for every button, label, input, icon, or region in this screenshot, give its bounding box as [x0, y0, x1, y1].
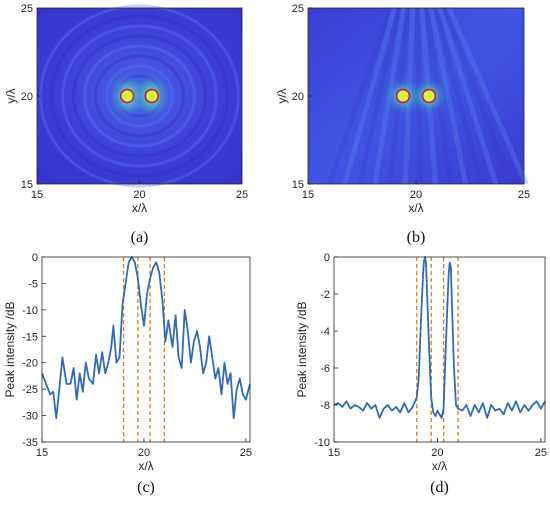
x-tick-label: 25: [236, 189, 248, 201]
x-tick-label: 15: [302, 189, 314, 201]
ripple-ring: [61, 24, 218, 168]
x-axis-label: x/λ: [408, 201, 423, 215]
streak-line: [437, 7, 499, 185]
target-ring: [119, 88, 135, 104]
streak-line: [442, 7, 514, 185]
ripple-ring: [105, 64, 174, 128]
hot-spot: [146, 90, 158, 102]
ripple-ring: [50, 14, 229, 178]
y-tick-label: -10: [22, 305, 38, 317]
streak-line: [327, 7, 393, 185]
x-tick-label: 25: [535, 447, 547, 459]
target-ring: [395, 88, 411, 104]
panel-c: 15 20 25 0 -5 -10 -15 -20 -25 -30 -35 x/λ Peak inten…: [3, 252, 252, 496]
plot-area: [334, 257, 545, 442]
y-tick-label: 15: [21, 179, 33, 191]
y-tick-label: -25: [22, 384, 38, 396]
ripple-ring: [83, 44, 196, 148]
y-tick-label: 0: [32, 252, 38, 264]
panel-label: (c): [137, 479, 155, 496]
axes-frame: [41, 256, 251, 443]
plot-area: [42, 257, 250, 442]
x-tick-label: 20: [133, 189, 145, 201]
y-tick-label: -15: [22, 331, 38, 343]
x-axis-label: x/λ: [432, 459, 447, 473]
ripple-ring: [72, 34, 207, 158]
x-tick-label: 15: [31, 189, 43, 201]
x-tick-label: 20: [410, 189, 422, 201]
y-tick-label: -5: [28, 278, 38, 290]
hot-spot: [397, 90, 409, 102]
y-tick-label: -2: [320, 289, 330, 301]
x-axis-label: x/λ: [138, 459, 153, 473]
y-tick-label: 25: [21, 3, 33, 15]
x-tick-label: 25: [240, 447, 252, 459]
y-tick-label: 20: [292, 91, 304, 103]
axes-frame: [333, 256, 546, 443]
streak-line: [428, 7, 469, 185]
target-ring: [144, 88, 160, 104]
x-tick-label: 15: [36, 447, 48, 459]
x-axis-label: x/λ: [132, 201, 147, 215]
y-tick-label: 0: [324, 252, 330, 264]
y-tick-label: 20: [21, 91, 33, 103]
x-tick-label: 25: [518, 189, 530, 201]
y-tick-label: 15: [292, 179, 304, 191]
panel-label: (d): [430, 479, 449, 496]
panel-label: (a): [131, 229, 149, 246]
x-tick-label: 20: [431, 447, 443, 459]
y-tick-label: -10: [314, 437, 330, 449]
hot-spot: [121, 90, 133, 102]
y-tick-label: 25: [292, 3, 304, 15]
y-tick-label: -8: [320, 400, 330, 412]
y-axis-label: Peak intensity /dB: [3, 301, 17, 397]
heatmap-texture: [327, 6, 529, 186]
y-tick-label: -4: [320, 326, 330, 338]
x-tick-label: 15: [328, 447, 340, 459]
y-axis-label: Peak intensity /dB: [295, 301, 309, 397]
streak-line: [433, 7, 484, 185]
series-line: [333, 256, 546, 419]
panel-d: 15 20 25 0 -2 -4 -6 -8 -10 x/λ Peak intensity /dB (…: [295, 252, 547, 496]
y-tick-label: -30: [22, 411, 38, 423]
panel-label: (b): [407, 229, 426, 246]
target-ring: [421, 88, 437, 104]
hot-spot: [423, 90, 435, 102]
y-axis-label: y/λ: [4, 88, 18, 103]
y-tick-label: -35: [22, 437, 38, 449]
streak-line: [372, 7, 407, 185]
streak-line: [342, 7, 398, 185]
y-axis-label: y/λ: [275, 88, 289, 103]
x-tick-label: 20: [138, 447, 150, 459]
y-tick-label: -6: [320, 363, 330, 375]
panel-a: 15 20 25 15 20 25 x/λ y/λ (a): [4, 3, 248, 246]
streak-line: [357, 7, 402, 185]
panel-b: 15 20 25 15 20 25 x/λ y/λ (b): [275, 3, 530, 246]
series-line: [41, 256, 251, 420]
y-tick-label: -20: [22, 358, 38, 370]
ripple-ring: [94, 54, 185, 138]
streak-line: [446, 6, 529, 186]
